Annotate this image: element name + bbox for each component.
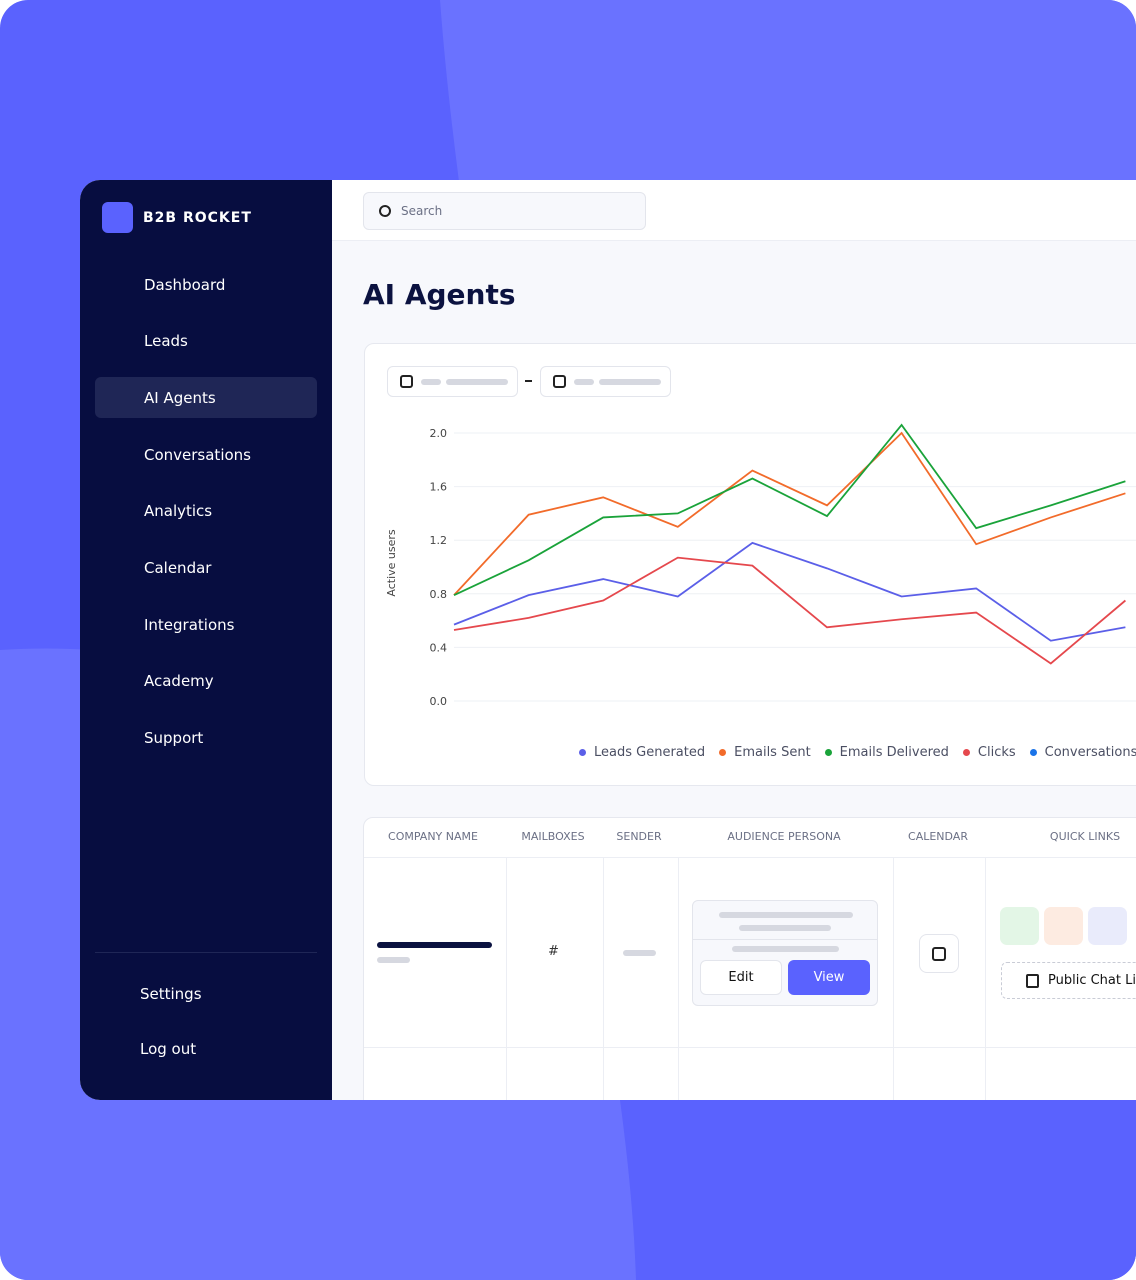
legend-swatch	[824, 749, 832, 756]
date-to[interactable]	[540, 366, 671, 397]
calendar-button[interactable]	[919, 934, 959, 973]
company-placeholder	[377, 957, 410, 963]
legend: Leads Generated Emails Sent Emails Deliver…	[579, 745, 1136, 760]
column-header: AUDIENCE PERSONA	[727, 830, 841, 843]
nav-item[interactable]: Academy	[144, 672, 214, 691]
legend-item: Clicks	[962, 745, 1016, 760]
nav-item[interactable]: Calendar	[144, 559, 212, 577]
logo	[102, 202, 133, 233]
legend-item: Emails Delivered	[824, 745, 949, 760]
legend-label: Emails Delivered	[839, 745, 949, 760]
y-tick-label: 0.4	[430, 641, 448, 654]
column-header: COMPANY NAME	[388, 830, 478, 843]
sidebar	[80, 180, 332, 1100]
nav-item[interactable]: AI Agents	[95, 377, 317, 419]
search-box[interactable]: Search	[363, 192, 646, 230]
company-placeholder	[377, 942, 492, 948]
nav-item[interactable]: Analytics	[144, 502, 213, 521]
nav-item[interactable]: Integrations	[144, 615, 235, 634]
brand: B2B ROCKET	[143, 210, 252, 226]
y-tick-label: 0.0	[430, 695, 448, 708]
legend-label: Leads Generated	[594, 745, 706, 760]
column-line	[603, 857, 604, 1100]
y-tick-label: 0.8	[430, 588, 448, 601]
series-line	[453, 556, 1126, 665]
column-header: MAILBOXES	[521, 830, 585, 843]
legend-swatch	[579, 749, 586, 756]
series-line	[453, 423, 1126, 596]
clip	[332, 1100, 1136, 1280]
chat-link[interactable]	[1088, 907, 1127, 945]
y-tick-label: 1.6	[430, 481, 448, 494]
column-line	[893, 857, 894, 1100]
legend-item: Leads Generated	[579, 745, 705, 760]
view-button[interactable]: View	[788, 960, 870, 995]
date-from[interactable]	[387, 366, 518, 397]
search-placeholder: Search	[401, 204, 443, 218]
sender-placeholder	[623, 950, 656, 956]
legend-swatch	[962, 749, 970, 756]
row-line	[364, 857, 1136, 858]
divider	[95, 952, 317, 953]
chart: Active users 0.0 0.4 0.8 1.2 1.6 2.0	[385, 423, 1136, 708]
link-text: Public Chat Link	[1048, 973, 1136, 988]
play-link[interactable]	[1044, 907, 1083, 945]
nav-item[interactable]: Support	[144, 729, 204, 748]
mailboxes: #	[548, 944, 559, 959]
legend-label: Conversations	[1044, 745, 1136, 760]
y-tick-label: 2.0	[430, 427, 448, 440]
legend-label: Emails Sent	[734, 745, 811, 760]
nav-item[interactable]: Dashboard	[144, 275, 226, 294]
column-line	[678, 857, 679, 1100]
legend-label: Clicks	[977, 745, 1016, 760]
nav-item[interactable]: Conversations	[144, 445, 251, 464]
column-header: QUICK LINKS	[1049, 830, 1121, 843]
date-sep	[525, 380, 532, 382]
series-line	[453, 431, 1126, 596]
public-chat-link[interactable]: Public Chat Link	[1001, 962, 1136, 999]
column-line	[506, 857, 507, 1100]
legend-swatch	[1029, 749, 1037, 756]
legend-swatch	[719, 749, 727, 756]
column-header: SENDER	[616, 830, 662, 843]
edit-button[interactable]: Edit	[700, 960, 782, 995]
y-axis-title: Active users	[385, 529, 398, 597]
leads-link[interactable]	[1000, 907, 1039, 945]
y-tick-label: 1.2	[430, 534, 448, 547]
legend-item: Conversations	[1029, 745, 1136, 760]
nav-item[interactable]: Leads	[144, 332, 188, 351]
page-title: AI Agents	[363, 278, 516, 311]
series-line	[453, 541, 1126, 642]
nav-item[interactable]: Log out	[140, 1039, 197, 1058]
legend-item: Emails Sent	[719, 745, 811, 760]
column-line	[985, 857, 986, 1100]
row-line	[364, 1047, 1136, 1048]
nav-item[interactable]: Settings	[140, 984, 202, 1003]
column-header: CALENDAR	[908, 830, 968, 843]
